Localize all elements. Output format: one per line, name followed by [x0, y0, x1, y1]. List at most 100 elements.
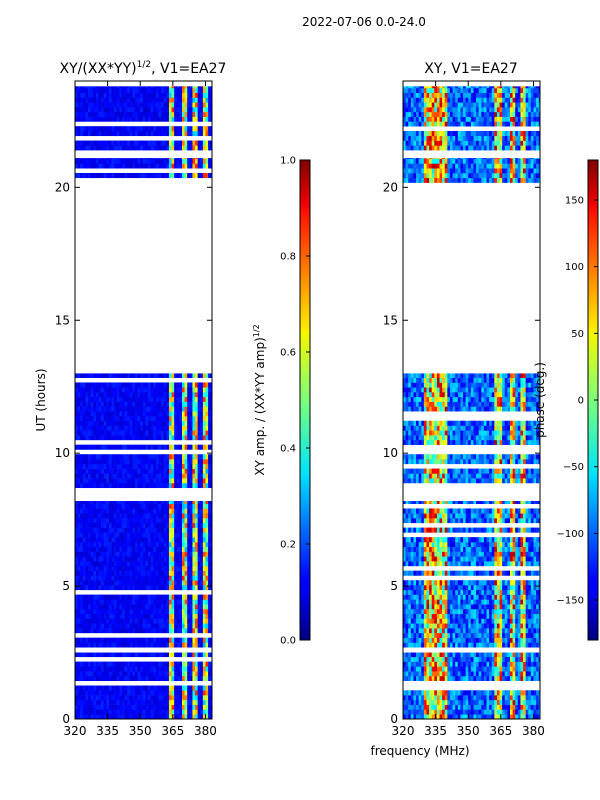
heatmap-cell	[184, 518, 188, 524]
heatmap-cell	[155, 508, 159, 514]
heatmap-cell	[460, 699, 464, 705]
heatmap-cell	[127, 690, 131, 696]
heatmap-cell	[515, 628, 519, 634]
heatmap-cell	[132, 565, 136, 571]
heatmap-cell	[80, 513, 84, 519]
heatmap-cell	[93, 158, 97, 159]
heatmap-cell	[85, 382, 89, 388]
heatmap-cell	[158, 637, 162, 643]
heatmap-cell	[140, 690, 144, 696]
heatmap-cell	[77, 618, 81, 624]
heatmap-cell	[442, 652, 446, 658]
heatmap-cell	[504, 704, 508, 710]
heatmap-cell	[93, 401, 97, 407]
heatmap-cell	[179, 158, 183, 164]
heatmap-cell	[197, 599, 201, 605]
heatmap-cell	[410, 704, 414, 710]
heatmap-cell	[429, 690, 433, 696]
heatmap-cell	[171, 145, 175, 151]
heatmap-cell	[423, 714, 427, 719]
heatmap-cell	[82, 382, 86, 388]
heatmap-cell	[153, 478, 157, 484]
heatmap-cell	[80, 714, 84, 719]
heatmap-cell	[148, 468, 151, 474]
heatmap-cell	[124, 604, 128, 610]
heatmap-cell	[179, 628, 183, 634]
heatmap-cell	[98, 473, 102, 479]
heatmap-cell	[174, 561, 178, 567]
heatmap-cell	[184, 522, 188, 528]
heatmap-cell	[101, 468, 105, 474]
heatmap-cell	[108, 503, 112, 509]
heatmap-cell	[148, 415, 151, 422]
heatmap-cell	[85, 527, 89, 533]
heatmap-cell	[142, 699, 146, 705]
heatmap-cell	[127, 532, 131, 538]
heatmap-cell	[192, 709, 196, 715]
heatmap-cell	[129, 513, 133, 519]
heatmap-cell	[95, 594, 99, 600]
heatmap-cell	[533, 699, 537, 705]
heatmap-cell	[416, 690, 419, 696]
heatmap-cell	[82, 599, 86, 605]
heatmap-cell	[478, 666, 482, 672]
heatmap-cell	[80, 585, 84, 591]
heatmap-cell	[101, 714, 105, 719]
heatmap-cell	[114, 699, 118, 705]
heatmap-cell	[192, 585, 196, 591]
heatmap-cell	[88, 580, 91, 586]
heatmap-cell	[101, 637, 105, 643]
heatmap-cell	[192, 140, 196, 146]
heatmap-cell	[140, 87, 144, 93]
heatmap-cell	[195, 392, 198, 398]
heatmap-cell	[421, 628, 425, 634]
heatmap-cell	[145, 140, 149, 146]
heatmap-cell	[491, 675, 495, 682]
heatmap-cell	[119, 695, 123, 701]
heatmap-cell	[195, 570, 198, 576]
heatmap-cell	[148, 608, 151, 615]
heatmap-cell	[205, 565, 209, 571]
heatmap-cell	[200, 690, 204, 696]
heatmap-cell	[179, 468, 183, 474]
heatmap-cell	[161, 163, 165, 169]
heatmap-cell	[93, 411, 97, 417]
heatmap-cell	[98, 373, 102, 378]
heatmap-cell	[150, 444, 154, 450]
heatmap-cell	[163, 618, 167, 624]
heatmap-cell	[150, 704, 154, 710]
heatmap-cell	[439, 704, 443, 710]
heatmap-cell	[179, 522, 183, 528]
heatmap-cell	[181, 675, 185, 682]
heatmap-cell	[150, 585, 154, 591]
heatmap-cell	[106, 671, 110, 677]
heatmap-cell	[210, 86, 212, 89]
heatmap-cell	[161, 623, 165, 629]
heatmap-cell	[90, 585, 94, 591]
heatmap-cell	[200, 396, 204, 402]
heatmap-cell	[187, 92, 191, 98]
heatmap-cell	[116, 406, 120, 412]
heatmap-cell	[142, 130, 146, 137]
heatmap-cell	[145, 468, 149, 474]
heatmap-cell	[85, 666, 89, 672]
heatmap-cell	[82, 107, 86, 113]
heatmap-cell	[106, 111, 110, 117]
heatmap-cell	[80, 158, 84, 164]
heatmap-cell	[181, 411, 185, 417]
heatmap-cell	[129, 478, 133, 484]
heatmap-cell	[158, 604, 162, 610]
heatmap-cell	[210, 163, 212, 169]
heatmap-cell	[181, 382, 185, 388]
heatmap-cell	[82, 396, 86, 402]
heatmap-cell	[137, 102, 141, 108]
heatmap-cell	[116, 666, 120, 672]
heatmap-cell	[85, 699, 89, 705]
heatmap-cell	[80, 604, 84, 610]
heatmap-cell	[127, 420, 131, 426]
heatmap-cell	[161, 594, 165, 600]
heatmap-cell	[77, 541, 81, 548]
heatmap-cell	[129, 628, 133, 634]
heatmap-cell	[90, 425, 94, 431]
heatmap-cell	[85, 518, 89, 524]
